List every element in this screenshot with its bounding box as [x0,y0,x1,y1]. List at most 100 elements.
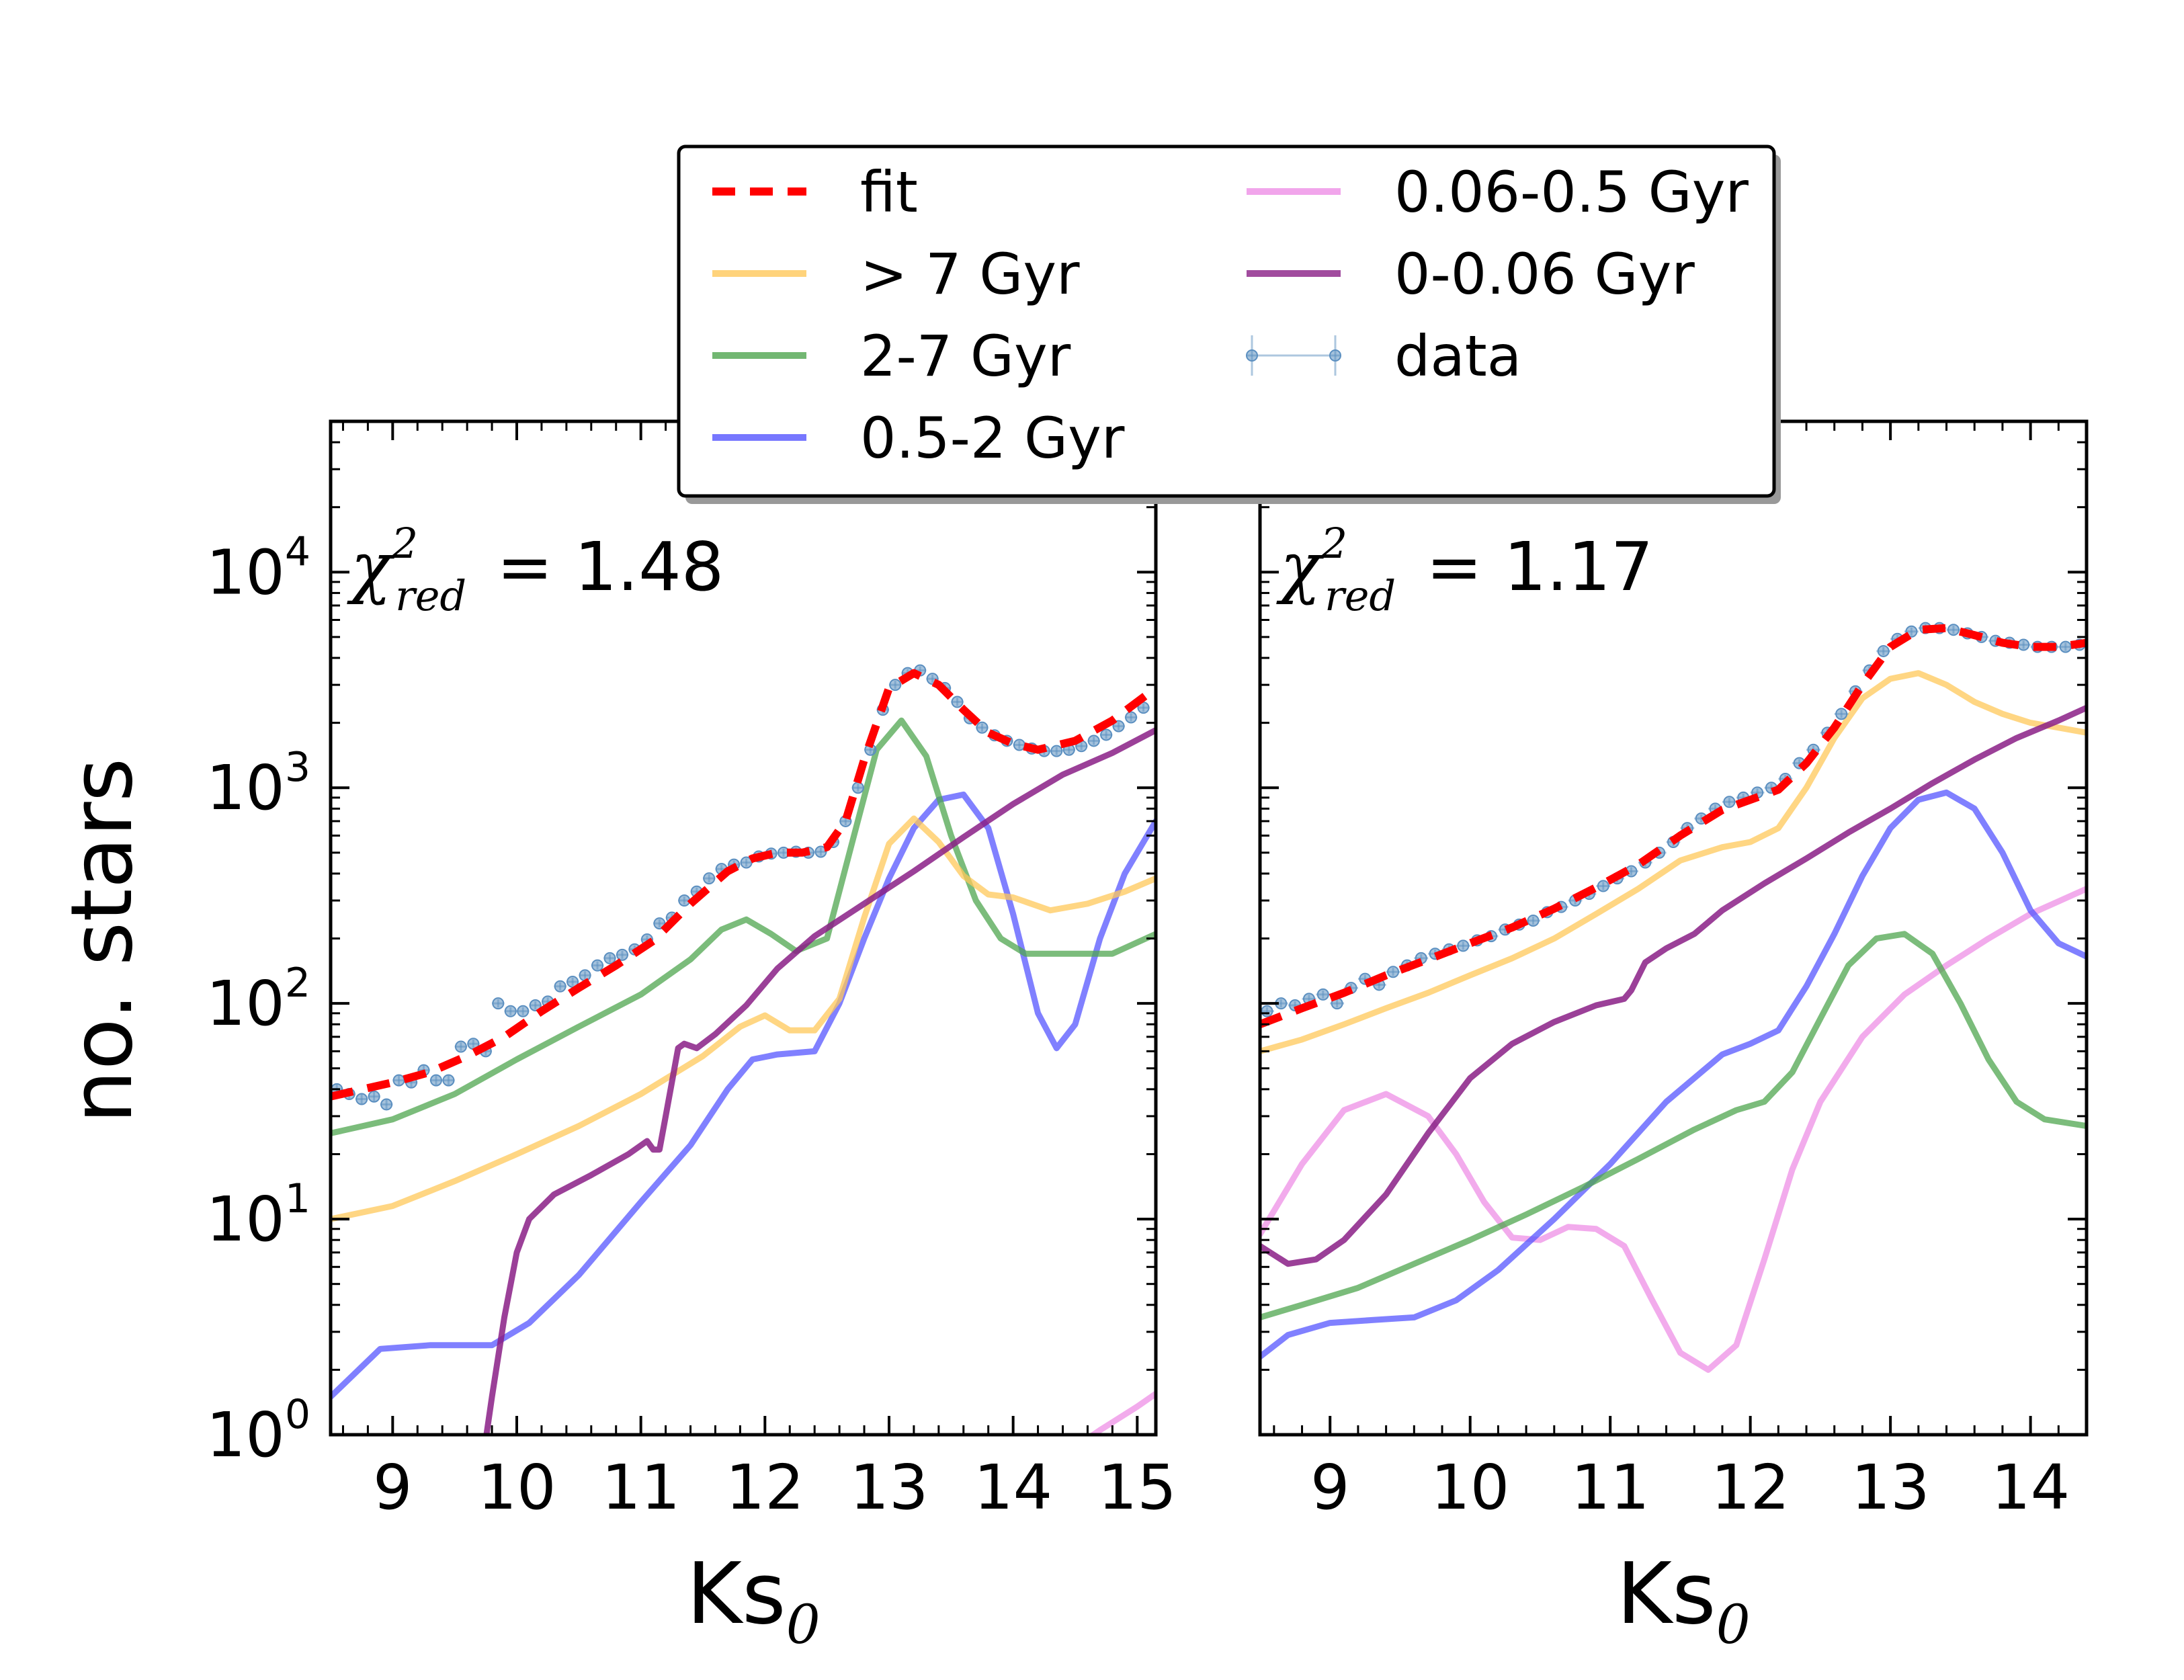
legend-label: 2-7 Gyr [860,323,1071,389]
data-point [1112,720,1125,732]
y-tick-label: 104 [206,528,310,608]
chi-value: = 1.17 [1426,528,1653,606]
data-point [1125,711,1138,724]
series-line-fit [1260,624,2087,1028]
chi-sub: red [1325,571,1396,620]
data-point [355,1093,368,1105]
y-tick-label: 101 [206,1175,310,1255]
data-point [368,1090,380,1103]
data-point [1835,708,1848,720]
data-point [814,845,827,858]
series-line-gt7 [1260,670,2087,1054]
x-tick-label: 12 [726,1452,804,1523]
data-point [1013,739,1025,751]
data-point [1877,644,1890,657]
legend-item-gt7: > 7 Gyr [712,241,1080,307]
data-point [2059,640,2072,653]
data-point [2017,638,2030,651]
data-point [429,1074,442,1087]
data-point [1723,796,1736,808]
right-x-axis-label: Ks0 [1616,1544,1750,1656]
data-point [1100,728,1113,741]
data-point [889,679,902,691]
legend: fit > 7 Gyr 2-7 Gyr 0.5-2 Gyr 0.06-0.5 Gyr 0-… [677,144,1781,504]
x-tick-label: 9 [1310,1452,1350,1523]
data-point [1457,939,1470,952]
x-tick-label: 13 [849,1452,928,1523]
data-point [392,1074,405,1087]
legend-point [1246,349,1258,362]
chi-symbol: χ [347,528,395,606]
data-point [1137,702,1150,714]
x-tick-label: 13 [1851,1452,1930,1523]
x-tick-label: 11 [601,1452,680,1523]
legend-label: 0.5-2 Gyr [860,405,1125,471]
data-point [1947,624,1960,636]
legend-item-fit: fit [712,159,918,225]
series-line-g05_2 [1260,789,2087,1360]
series-line-g0_006 [483,727,1156,1435]
data-point [740,856,753,869]
left-series-layer [331,664,1156,1435]
data-point [504,1005,517,1017]
legend-item-g05_2: 0.5-2 Gyr [712,405,1125,471]
data-point [1316,988,1329,1001]
legend-item-g006_05: 0.06-0.5 Gyr [1247,159,1749,225]
legend-point [1329,349,1341,362]
data-point [616,948,628,961]
x-tick-label: 9 [373,1452,413,1523]
right-series-layer [1260,622,2087,1373]
data-point [442,1074,455,1087]
legend-label: data [1394,323,1521,389]
data-point [851,782,864,794]
data-point [1261,1005,1273,1017]
right-panel: 9 10 11 12 13 14 χ2 red = 1.17 Ks0 [1258,419,2089,1656]
series-line-g2_7 [1260,931,2087,1320]
left-chi2-annotation: χ2 red = 1.48 [347,519,724,620]
data-point [703,872,716,885]
series-line-g006_05 [1087,1390,1156,1435]
x-tick-label: 11 [1571,1452,1650,1523]
legend-item-g2_7: 2-7 Gyr [712,323,1071,389]
x-tick-label: 14 [974,1452,1052,1523]
data-point [1050,745,1063,757]
left-panel: 9 10 11 12 13 14 15 100 101 102 103 104 χ2 red = 1.48… [206,419,1177,1656]
legend-item-data: data [1246,323,1521,389]
x-tick-label: 10 [1431,1452,1509,1523]
x-tick-label: 12 [1711,1452,1790,1523]
x-tick-label: 10 [477,1452,556,1523]
left-x-axis-label: Ks0 [686,1544,820,1656]
data-point [1087,734,1100,747]
legend-label: 0-0.06 Gyr [1394,241,1695,307]
data-point [951,696,964,708]
series-line-fit [331,669,1156,1101]
chi-value: = 1.48 [497,528,724,606]
data-point [1597,880,1609,892]
data-point [380,1098,393,1111]
series-data-points [331,664,1150,1111]
legend-label: 0.06-0.5 Gyr [1394,159,1749,225]
data-point [454,1040,467,1053]
data-point [579,969,591,982]
data-point [591,959,604,972]
legend-entries: fit > 7 Gyr 2-7 Gyr 0.5-2 Gyr 0.06-0.5 Gyr 0-… [712,159,1749,471]
y-tick-label: 102 [206,960,310,1040]
data-point [517,1005,530,1017]
x-tick-label: 15 [1098,1452,1177,1523]
x-tick-label: 14 [1991,1452,2070,1523]
chi-symbol: χ [1276,528,1325,606]
data-point [1387,966,1400,978]
data-point [976,721,989,734]
data-point [529,999,542,1011]
series-line-g05_2 [331,791,1156,1400]
legend-item-g0_006: 0-0.06 Gyr [1247,241,1695,307]
chi-sup: 2 [1320,519,1347,568]
series-line-g2_7 [331,717,1156,1136]
data-point [492,997,505,1010]
y-axis-label: no. stars [52,758,151,1124]
series-line-gt7 [331,815,1156,1222]
data-point [603,952,616,964]
data-point [653,917,666,930]
data-point [1527,914,1540,927]
